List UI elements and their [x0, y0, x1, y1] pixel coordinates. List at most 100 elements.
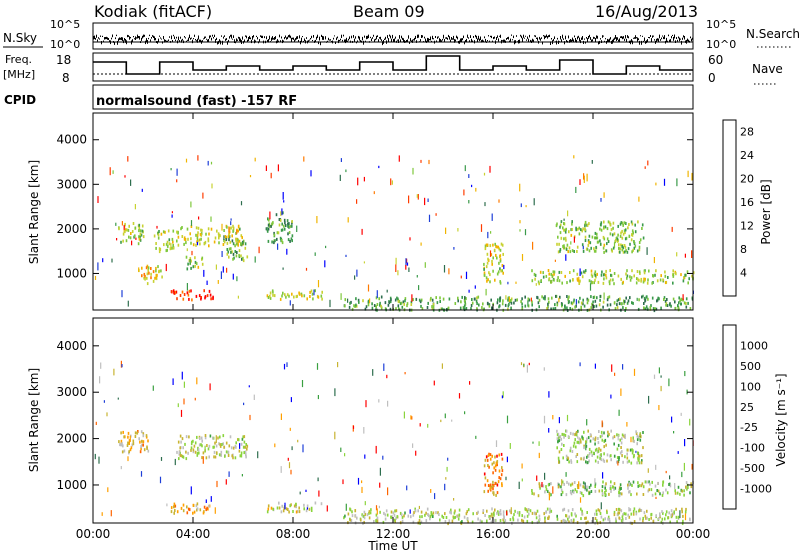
- echo-cell: [501, 482, 503, 486]
- echo-cell: [655, 269, 657, 273]
- echo-cell: [228, 247, 231, 251]
- echo-cell: [654, 273, 656, 277]
- echo-cell: [249, 175, 252, 178]
- echo-cell: [666, 298, 668, 301]
- echo-cell: [456, 514, 458, 518]
- echo-cell: [691, 250, 693, 258]
- noise-point: [505, 40, 506, 43]
- echo-cell: [572, 278, 574, 281]
- echo-cell: [483, 472, 486, 476]
- echo-cell: [305, 489, 307, 492]
- echo-cell: [132, 442, 135, 446]
- colorbar-tick-label: -1000: [740, 483, 772, 496]
- echo-cell: [649, 482, 651, 486]
- echo-cell: [156, 225, 158, 229]
- echo-cell: [537, 301, 540, 305]
- echo-cell: [491, 213, 493, 221]
- echo-cell: [167, 244, 169, 248]
- echo-cell: [681, 507, 683, 511]
- echo-cell: [626, 452, 628, 456]
- echo-cell: [384, 517, 387, 521]
- echo-cell: [201, 456, 203, 460]
- echo-cell: [236, 242, 238, 246]
- echo-cell: [609, 221, 611, 225]
- echo-cell: [186, 267, 189, 271]
- echo-cell: [653, 257, 655, 264]
- echo-cell: [231, 234, 233, 238]
- echo-cell: [521, 478, 523, 482]
- echo-cell: [444, 413, 446, 419]
- echo-cell: [399, 302, 402, 306]
- echo-cell: [227, 250, 229, 254]
- echo-cell: [664, 274, 667, 278]
- echo-cell: [645, 295, 648, 299]
- echo-cell: [643, 269, 646, 273]
- echo-cell: [420, 298, 423, 302]
- noise-point: [499, 35, 500, 37]
- echo-cell: [673, 510, 675, 514]
- noise-point: [279, 34, 280, 38]
- echo-cell: [672, 297, 675, 301]
- echo-cell: [232, 224, 234, 228]
- echo-cell: [278, 223, 281, 227]
- echo-cell: [571, 249, 574, 253]
- echo-cell: [583, 304, 586, 308]
- echo-cell: [576, 250, 578, 253]
- echo-cell: [157, 233, 160, 237]
- echo-cell: [495, 244, 497, 248]
- echo-cell: [616, 433, 618, 437]
- echo-cell: [175, 290, 178, 294]
- echo-cell: [606, 242, 608, 246]
- echo-cell: [594, 236, 596, 240]
- echo-cell: [195, 262, 198, 266]
- noise-point: [510, 38, 511, 42]
- noise-point: [446, 37, 447, 39]
- noise-point: [657, 38, 658, 41]
- echo-cell: [680, 298, 683, 302]
- echo-cell: [624, 433, 626, 437]
- echo-cell: [561, 490, 564, 494]
- noise-point: [504, 39, 505, 43]
- echo-cell: [490, 485, 493, 489]
- echo-cell: [477, 517, 479, 521]
- echo-cell: [581, 509, 583, 513]
- echo-cell: [596, 236, 599, 240]
- echo-cell: [563, 244, 565, 248]
- noise-point: [612, 39, 613, 44]
- echo-cell: [663, 296, 666, 300]
- echo-cell: [622, 246, 624, 250]
- echo-cell: [617, 443, 620, 447]
- echo-cell: [157, 265, 159, 269]
- echo-cell: [563, 433, 565, 437]
- echo-cell: [644, 514, 647, 518]
- echo-cell: [458, 508, 461, 512]
- echo-cell: [432, 515, 434, 518]
- echo-cell: [660, 306, 662, 310]
- echo-cell: [590, 483, 592, 487]
- echo-cell: [612, 226, 614, 230]
- echo-cell: [626, 250, 629, 254]
- noise-point: [295, 38, 296, 41]
- echo-cell: [397, 300, 400, 304]
- echo-cell: [238, 239, 241, 243]
- echo-cell: [221, 443, 223, 446]
- echo-cell: [678, 296, 680, 300]
- echo-cell: [183, 398, 185, 405]
- echo-cell: [170, 168, 172, 171]
- noise-point: [507, 37, 508, 39]
- echo-cell: [592, 300, 594, 304]
- echo-cell: [568, 520, 570, 524]
- echo-cell: [443, 265, 446, 273]
- echo-cell: [660, 385, 662, 392]
- echo-cell: [687, 281, 689, 285]
- noise-point: [376, 35, 377, 40]
- echo-cell: [566, 414, 569, 422]
- echo-cell: [607, 220, 610, 224]
- echo-cell: [486, 243, 489, 247]
- echo-cell: [147, 266, 150, 270]
- echo-cell: [311, 292, 314, 296]
- echo-cell: [484, 476, 487, 480]
- noise-point: [259, 39, 260, 42]
- echo-cell: [288, 225, 290, 229]
- echo-cell: [207, 447, 210, 451]
